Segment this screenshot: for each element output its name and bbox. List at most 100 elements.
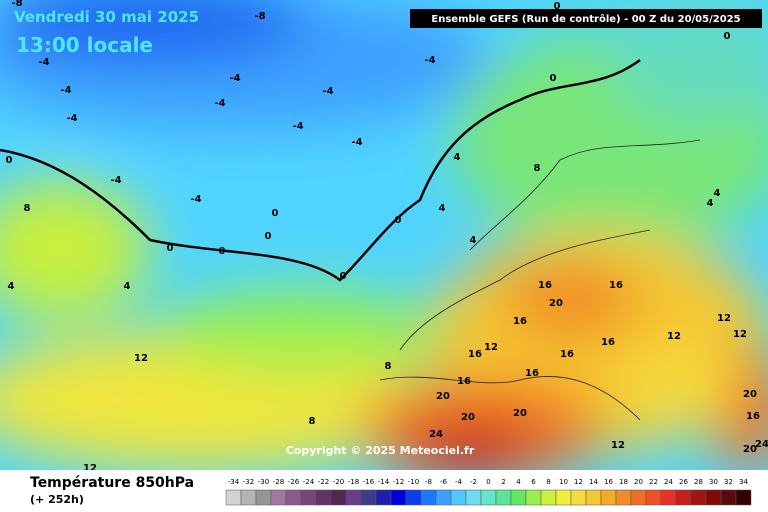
scale-swatch: [345, 489, 362, 506]
scale-label: 4: [516, 478, 521, 486]
contour-label: -4: [190, 194, 201, 205]
contour-label: 4: [454, 152, 461, 163]
contour-label: -8: [11, 0, 22, 9]
contour-label: 12: [484, 342, 498, 353]
scale-label: 6: [531, 478, 536, 486]
contour-label: -4: [214, 98, 225, 109]
scale-swatch: [360, 489, 377, 506]
contour-label: -4: [424, 55, 435, 66]
contour-label: 16: [513, 316, 527, 327]
scale-label: 32: [724, 478, 733, 486]
contour-label: 12: [717, 313, 731, 324]
scale-swatch: [390, 489, 407, 506]
scale-label: -28: [273, 478, 284, 486]
scale-swatch: [315, 489, 332, 506]
date: Vendredi 30 mai 2025: [14, 8, 199, 26]
contour-label: 16: [457, 376, 471, 387]
scale-swatch: [615, 489, 632, 506]
contour-label: 8: [534, 163, 541, 174]
contour-label: 16: [746, 411, 760, 422]
scale-swatch: [705, 489, 722, 506]
scale-label: -12: [393, 478, 404, 486]
contour-label: 16: [525, 368, 539, 379]
contour-label: 16: [538, 280, 552, 291]
scale-label: -26: [288, 478, 300, 486]
scale-label: 26: [679, 478, 688, 486]
contour-label: -4: [38, 57, 49, 68]
scale-label: -34: [228, 478, 240, 486]
contour-label: 8: [309, 416, 316, 427]
contour-label: 0: [167, 243, 174, 254]
contour-label: 4: [8, 281, 15, 292]
scale-swatch: [225, 489, 242, 506]
contour-label: 4: [470, 235, 477, 246]
contour-label: 12: [83, 463, 97, 474]
scale-label: -30: [258, 478, 269, 486]
contour-label: -4: [292, 121, 303, 132]
contour-label: 0: [219, 246, 226, 257]
scale-swatch: [435, 489, 452, 506]
contour-label: 0: [724, 31, 731, 42]
model-box: [410, 9, 762, 28]
contour-label: 20: [743, 389, 757, 400]
scale-swatch: [300, 489, 317, 506]
contour-label: -4: [66, 113, 77, 124]
scale-label: -6: [440, 478, 448, 486]
scale-label: -18: [348, 478, 359, 486]
coastline: [379, 139, 701, 421]
contour-label: 20: [513, 408, 527, 419]
contour-label: 16: [560, 349, 574, 360]
contour-label: -4: [60, 85, 71, 96]
scale-label: -14: [378, 478, 390, 486]
scale-label: 30: [709, 478, 718, 486]
scale-swatch: [270, 489, 287, 506]
contour-label: 20: [461, 412, 475, 423]
scale-swatch: [450, 489, 467, 506]
contour-label: 8: [24, 203, 31, 214]
variable-title: Température 850hPa: [30, 475, 194, 491]
scale-swatch: [540, 489, 557, 506]
scale-swatch: [510, 489, 527, 506]
scale-swatch: [690, 489, 707, 506]
contour-label: 16: [609, 280, 623, 291]
scale-swatch: [285, 489, 302, 506]
contour-label: 4: [707, 198, 714, 209]
contour-label: 12: [611, 440, 625, 451]
scale-swatch: [375, 489, 392, 506]
scale-swatch: [480, 489, 497, 506]
scale-label: -4: [455, 478, 463, 486]
scale-swatch: [720, 489, 737, 506]
contour-label: 0: [6, 155, 13, 166]
contour-label: 4: [439, 203, 446, 214]
scale-label: 14: [589, 478, 598, 486]
contour-label: 4: [714, 188, 721, 199]
scale-label: -22: [318, 478, 329, 486]
scale-label: 18: [619, 478, 628, 486]
scale-label: -32: [243, 478, 254, 486]
scale-label: -2: [470, 478, 477, 486]
scale-label: -24: [303, 478, 315, 486]
scale-label: 10: [559, 478, 568, 486]
scale-label: 12: [574, 478, 583, 486]
scale-label: -20: [333, 478, 344, 486]
zero-isotherm: [0, 58, 641, 282]
model-run: Ensemble GEFS (Run de contrôle) - 00 Z d…: [431, 13, 740, 25]
scale-swatch: [465, 489, 482, 506]
scale-swatch: [585, 489, 602, 506]
scale-swatch: [555, 489, 572, 506]
contour-label: 12: [134, 353, 148, 364]
scale-label: 24: [664, 478, 673, 486]
contour-label: 4: [124, 281, 131, 292]
contour-label: 8: [385, 361, 392, 372]
scale-label: -10: [408, 478, 419, 486]
scale-swatch: [630, 489, 647, 506]
contour-label: 16: [601, 337, 615, 348]
scale-label: 20: [634, 478, 643, 486]
contour-label: 16: [468, 349, 482, 360]
contour-label: -4: [110, 175, 121, 186]
scale-swatch: [330, 489, 347, 506]
contour-label: 12: [667, 331, 681, 342]
contour-label: 0: [340, 271, 347, 282]
